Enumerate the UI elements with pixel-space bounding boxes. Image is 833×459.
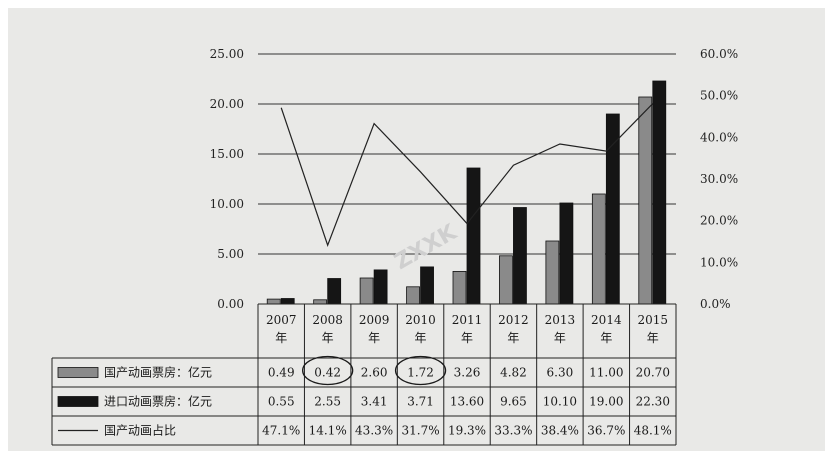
category-label: 2008 [312,313,343,327]
category-label: 年 [368,331,380,345]
table-cell-value: 22.30 [636,395,670,409]
table-cell-value: 19.3% [448,424,486,438]
table-cell-value: 3.41 [361,395,388,409]
table-cell-value: 33.3% [494,424,532,438]
bar-imported [327,278,342,305]
legend-label: 国产动画票房：亿元 [104,365,212,380]
table-cell-value: 43.3% [355,424,393,438]
table-cell-value: 10.10 [543,395,577,409]
table-cell-value: 13.60 [450,395,484,409]
y-right-tick-label: 30.0% [700,172,738,186]
category-label: 年 [461,331,473,345]
bar-domestic [499,255,513,305]
category-label: 2014 [591,313,622,327]
category-label: 年 [415,331,427,345]
bar-domestic [266,298,281,305]
category-label: 2013 [545,313,576,327]
table-cell-value: 0.49 [268,366,295,380]
bar-domestic [359,277,374,305]
y-left-tick-label: 20.00 [210,97,244,111]
bar-imported [605,113,620,305]
bar-imported [373,269,388,305]
table-cell-value: 19.00 [589,395,623,409]
combo-chart: 0.00 5.00 10.00 15.00 20.00 25.00 0.0% 10.0% 20.… [51,47,738,446]
y-right-tick-label: 40.0% [700,130,738,144]
category-label: 2009 [359,313,390,327]
table-cell-value: 2.55 [314,395,341,409]
table-cell-value: 36.7% [587,424,625,438]
chart-stage: 0.00 5.00 10.00 15.00 20.00 25.00 0.0% 10.0% 20.… [8,8,825,451]
circled-cell-marker [394,355,447,386]
share-line [280,103,654,248]
table-cell-value: 14.1% [309,424,347,438]
y-right-tick-label: 20.0% [700,214,738,228]
y-left-tick-label: 15.00 [210,147,244,161]
bar-imported [280,298,295,305]
circled-cell-marker [302,355,354,386]
table-cell-value: 4.82 [500,366,527,380]
category-label: 2015 [638,313,669,327]
table-cell-value: 3.26 [454,366,481,380]
bar-imported [559,202,574,305]
table-cell-value: 6.30 [547,366,574,380]
table-cell-value: 2.60 [361,366,388,380]
category-label: 2010 [405,313,436,327]
y-right-tick-label: 10.0% [700,255,738,269]
category-label: 年 [322,331,334,345]
category-label: 年 [554,331,566,345]
category-label: 年 [275,331,287,345]
table-cell-value: 9.65 [500,395,527,409]
y-left-tick-label: 0.00 [217,297,244,311]
legend-label: 进口动画票房：亿元 [104,394,212,409]
bar-imported [466,167,481,305]
table-cell-value: 3.71 [407,395,434,409]
table-cell-value: 11.00 [589,366,623,380]
bar-domestic [406,286,420,305]
bar-imported [652,80,667,305]
bar-domestic [591,193,606,305]
y-right-tick-label: 60.0% [700,47,738,61]
y-left-tick-label: 10.00 [210,197,244,211]
y-left-tick-label: 25.00 [210,47,244,61]
bar-domestic [545,240,560,305]
category-label: 年 [507,331,519,345]
legend-swatch [57,367,99,378]
category-label: 2011 [452,313,483,327]
table-cell-value: 38.4% [541,424,579,438]
y-left-tick-label: 5.00 [217,247,244,261]
bar-imported [513,207,527,305]
y-right-tick-label: 50.0% [700,89,738,103]
category-label: 2007 [266,313,297,327]
legend-label: 国产动画占比 [104,423,176,438]
bar-domestic [638,96,653,305]
y-right-tick-label: 0.0% [700,297,731,311]
table-cell-value: 31.7% [401,424,439,438]
category-label: 年 [600,331,612,345]
table-cell-value: 0.55 [268,395,295,409]
bar-domestic [313,299,328,305]
table-cell-value: 48.1% [634,424,672,438]
table-cell-value: 0.42 [314,366,341,380]
table-cell-value: 20.70 [636,366,670,380]
table-cell-value: 47.1% [262,424,300,438]
legend-swatch [57,396,99,407]
category-label: 年 [647,331,659,345]
bar-imported [420,266,434,305]
bar-domestic [452,270,467,305]
table-cell-value: 1.72 [407,366,434,380]
category-label: 2012 [498,313,529,327]
